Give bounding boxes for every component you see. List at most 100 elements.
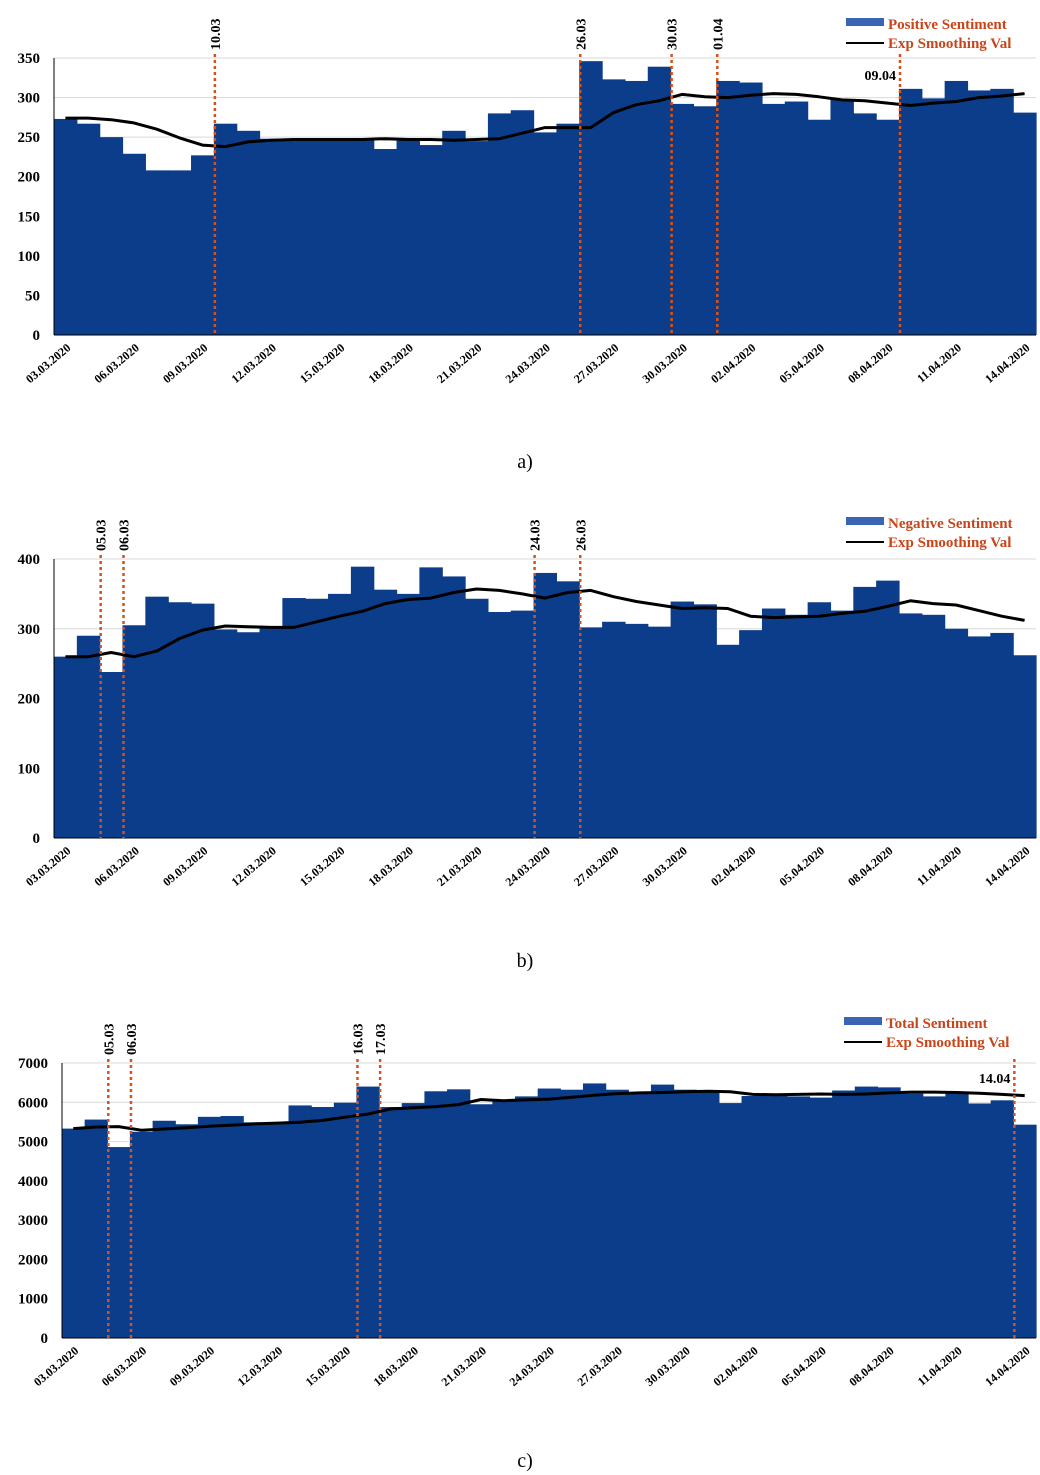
- bar: [510, 110, 535, 335]
- y-tick-label: 300: [18, 622, 41, 638]
- x-tick-label: 18.03.2020: [366, 341, 416, 386]
- x-tick-label: 15.03.2020: [297, 341, 347, 386]
- bar: [853, 113, 877, 336]
- event-marker-label: 26.03: [574, 19, 589, 51]
- x-tick-label: 12.03.2020: [235, 1344, 285, 1389]
- x-tick-label: 24.03.2020: [507, 1344, 557, 1389]
- bar: [282, 138, 306, 335]
- bar: [99, 671, 124, 838]
- bar: [373, 149, 398, 335]
- y-tick-label: 200: [18, 170, 41, 186]
- bar: [243, 1122, 267, 1338]
- bar: [373, 589, 398, 838]
- chart-caption: c): [517, 1450, 533, 1472]
- y-tick-label: 0: [33, 831, 41, 847]
- bar: [84, 1119, 108, 1338]
- bar: [442, 130, 466, 335]
- bar: [784, 614, 809, 838]
- exp-smoothing-line: [73, 1089, 1025, 1132]
- bar: [670, 103, 695, 335]
- event-marker-label: 24.03: [529, 520, 544, 552]
- bar: [624, 623, 649, 838]
- bar: [515, 1096, 539, 1338]
- y-tick-label: 0: [33, 328, 41, 344]
- y-tick-label: 100: [18, 249, 41, 265]
- x-tick-label: 14.04.2020: [982, 844, 1032, 889]
- bar: [168, 602, 192, 838]
- bar: [122, 153, 146, 335]
- bar: [877, 1087, 901, 1338]
- x-tick-label: 11.04.2020: [914, 844, 964, 889]
- bar: [213, 629, 238, 838]
- bar: [465, 141, 489, 335]
- bar: [152, 1120, 176, 1338]
- event-marker-label: 05.03: [95, 520, 110, 552]
- y-tick-label: 400: [18, 552, 41, 568]
- bar: [175, 1124, 199, 1338]
- bar: [465, 598, 489, 838]
- bar: [761, 103, 786, 335]
- exp-smoothing-line: [65, 587, 1025, 659]
- bar: [213, 123, 238, 335]
- bar: [191, 603, 215, 838]
- y-tick-label: 7000: [18, 1056, 48, 1072]
- bar: [921, 614, 946, 838]
- bar: [579, 627, 603, 838]
- bar: [447, 1089, 471, 1338]
- bar: [647, 626, 672, 838]
- event-marker-label: 01.04: [711, 19, 726, 51]
- bar: [259, 138, 283, 335]
- bar: [693, 604, 717, 838]
- x-tick-label: 30.03.2020: [640, 844, 690, 889]
- x-tick-label: 05.04.2020: [777, 844, 827, 889]
- bar: [807, 119, 832, 335]
- bar: [379, 1107, 403, 1338]
- bar: [876, 119, 900, 335]
- bar: [809, 1097, 833, 1338]
- bar: [830, 99, 854, 335]
- y-tick-label: 5000: [18, 1135, 48, 1151]
- bar: [898, 613, 923, 838]
- y-tick-label: 100: [18, 761, 41, 777]
- x-tick-label: 12.03.2020: [229, 844, 279, 889]
- y-tick-label: 0: [41, 1331, 49, 1347]
- bar: [145, 596, 169, 838]
- bar: [469, 1104, 493, 1338]
- bar: [628, 1093, 652, 1338]
- bar: [537, 1088, 561, 1338]
- bar: [945, 1092, 969, 1338]
- bar: [944, 80, 969, 335]
- y-tick-label: 4000: [18, 1174, 48, 1190]
- x-tick-label: 27.03.2020: [571, 844, 621, 889]
- x-tick-label: 06.03.2020: [99, 1344, 149, 1389]
- x-tick-label: 03.03.2020: [23, 341, 73, 386]
- bar: [265, 1122, 290, 1338]
- bar: [259, 626, 283, 838]
- bar: [990, 1100, 1014, 1338]
- legend-line-label: Exp Smoothing Val: [888, 36, 1011, 52]
- y-tick-label: 3000: [18, 1213, 48, 1229]
- event-marker-label: 06.03: [125, 1024, 140, 1056]
- bar: [921, 98, 946, 335]
- bar: [168, 170, 192, 335]
- bar: [556, 123, 580, 335]
- bar: [356, 1086, 380, 1338]
- x-tick-label: 15.03.2020: [303, 1344, 353, 1389]
- bar: [442, 576, 466, 838]
- x-tick-label: 18.03.2020: [366, 844, 416, 889]
- bar: [854, 1086, 879, 1338]
- x-tick-label: 03.03.2020: [31, 1344, 81, 1389]
- bar: [739, 82, 763, 335]
- x-tick-label: 09.03.2020: [160, 341, 210, 386]
- legend-bar-label: Positive Sentiment: [888, 17, 1007, 33]
- bar: [967, 90, 991, 335]
- bar: [191, 155, 215, 335]
- bar: [968, 1103, 992, 1338]
- bar: [54, 118, 78, 335]
- y-tick-label: 300: [18, 91, 41, 107]
- bar: [876, 580, 900, 838]
- bar: [900, 1093, 924, 1338]
- bar: [328, 593, 352, 838]
- x-tick-label: 09.03.2020: [160, 844, 210, 889]
- bar: [54, 656, 78, 838]
